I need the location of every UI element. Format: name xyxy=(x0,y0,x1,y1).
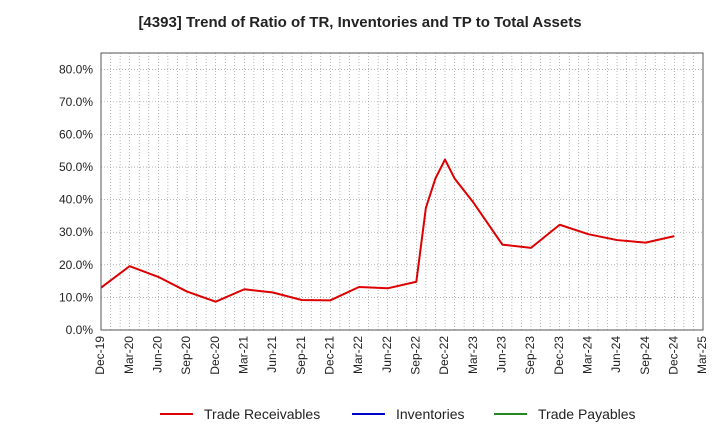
x-tick-label: Mar-22 xyxy=(351,336,365,374)
legend-label: Trade Receivables xyxy=(204,406,320,422)
y-tick-label: 60.0% xyxy=(59,127,93,141)
x-tick-label: Sep-20 xyxy=(179,336,193,375)
x-tick-label: Mar-20 xyxy=(122,336,136,374)
x-tick-label: Dec-23 xyxy=(552,336,566,375)
plot-frame xyxy=(100,52,704,331)
x-tick-label: Dec-20 xyxy=(208,336,222,375)
x-tick-label: Dec-19 xyxy=(93,336,107,375)
plot-area xyxy=(101,53,703,330)
chart-title: [4393] Trend of Ratio of TR, Inventories… xyxy=(138,14,582,31)
x-tick-label: Dec-22 xyxy=(437,336,451,375)
x-tick-label: Sep-22 xyxy=(409,336,423,375)
series xyxy=(100,158,675,303)
y-tick-label: 0.0% xyxy=(66,323,94,337)
x-tick-label: Mar-21 xyxy=(237,336,251,374)
x-tick-label: Sep-21 xyxy=(294,336,308,375)
y-tick-label: 10.0% xyxy=(59,290,93,304)
x-tick-label: Jun-20 xyxy=(151,336,165,373)
legend-label: Trade Payables xyxy=(538,406,636,422)
x-tick-label: Jun-24 xyxy=(609,336,623,373)
y-tick-label: 20.0% xyxy=(59,258,93,272)
y-tick-label: 50.0% xyxy=(59,160,93,174)
y-tick-label: 40.0% xyxy=(59,193,93,207)
x-tick-label: Sep-23 xyxy=(523,336,537,375)
x-tick-label: Dec-21 xyxy=(323,336,337,375)
x-tick-label: Mar-25 xyxy=(695,336,709,374)
x-tick-label: Jun-23 xyxy=(495,336,509,373)
x-tick-label: Mar-23 xyxy=(466,336,480,374)
series-line-trade-receivables xyxy=(100,158,675,303)
x-axis: Dec-19 Mar-20 Jun-20 Sep-20 Dec-20 Mar-21 Jun-… xyxy=(93,336,709,375)
y-tick-label: 70.0% xyxy=(59,95,93,109)
legend: Trade Receivables Inventories Trade Payabl… xyxy=(160,406,636,422)
x-tick-label: Jun-21 xyxy=(265,336,279,373)
x-tick-label: Dec-24 xyxy=(667,336,681,375)
legend-label: Inventories xyxy=(396,406,464,422)
x-tick-label: Mar-24 xyxy=(581,336,595,374)
x-tick-label: Jun-22 xyxy=(380,336,394,373)
y-tick-label: 30.0% xyxy=(59,225,93,239)
x-tick-label: Sep-24 xyxy=(638,336,652,375)
y-tick-label: 80.0% xyxy=(59,62,93,76)
y-axis: 0.0% 10.0% 20.0% 30.0% 40.0% 50.0% 60.0% 70.0% 8… xyxy=(59,62,93,337)
